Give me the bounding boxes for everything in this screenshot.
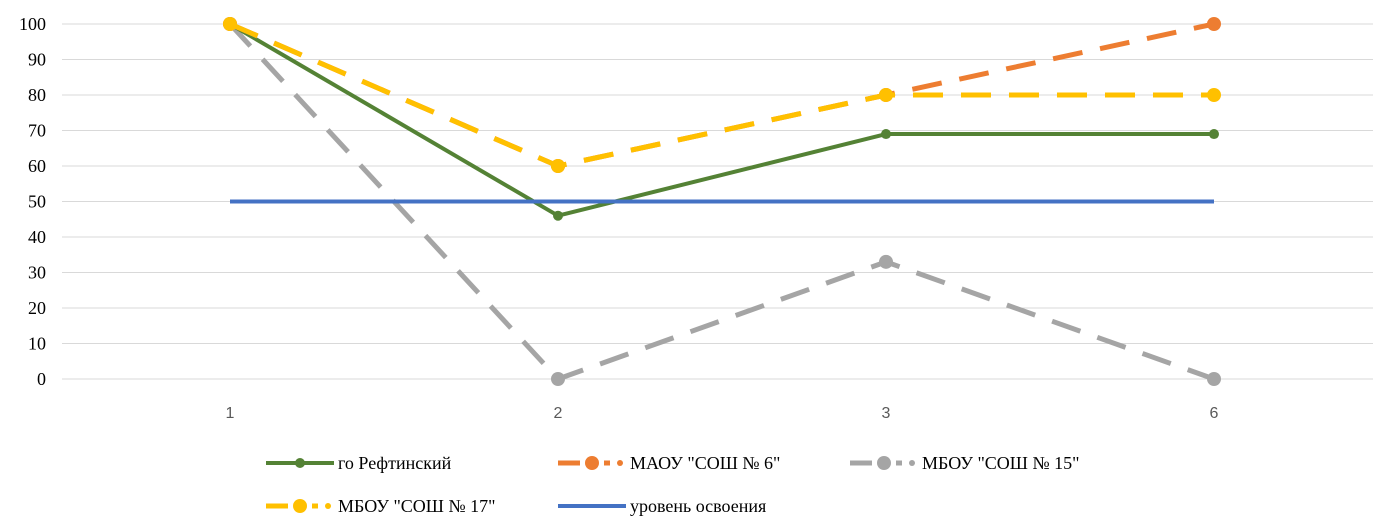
data-point [879,254,893,269]
legend-label: го Рефтинский [338,453,452,473]
y-tick-label: 80 [28,85,46,105]
series-line [228,22,1214,218]
data-point [1207,372,1221,386]
data-point [881,129,891,140]
y-tick-label: 70 [28,121,46,141]
legend-label: МБОУ "СОШ № 17" [338,496,495,516]
x-tick-label: 1 [226,405,235,422]
data-point [223,17,237,31]
legend-label: уровень освоения [630,496,766,516]
legend-marker [295,458,305,468]
legend-label: МАОУ "СОШ № 6" [630,453,780,473]
legend-marker [585,456,599,470]
y-axis: 0 10 20 30 40 50 60 70 80 90 100 [19,14,46,389]
y-tick-label: 90 [28,50,46,70]
y-tick-label: 100 [19,14,46,34]
legend-entry: МБОУ "СОШ № 17" [266,496,495,516]
legend: го Рефтинский МАОУ "СОШ № 6" МБОУ "СОШ № 1… [266,453,1079,516]
legend-marker [909,460,915,466]
legend-marker [877,456,891,470]
y-tick-label: 40 [28,227,46,247]
x-tick-label: 6 [1210,405,1219,422]
legend-label: МБОУ "СОШ № 15" [922,453,1079,473]
series-4 [223,17,1221,173]
series-1 [225,19,1219,221]
data-point [553,210,563,221]
x-tick-label: 3 [882,405,891,422]
y-tick-label: 20 [28,298,46,318]
legend-marker [617,460,623,466]
data-point [1207,17,1221,31]
data-point [551,159,565,173]
legend-entry: МАОУ "СОШ № 6" [558,453,780,473]
legend-entry: уровень освоения [558,496,766,516]
legend-entry: го Рефтинский [266,453,452,473]
y-tick-label: 60 [28,156,46,176]
data-point [1209,129,1219,140]
legend-marker [293,499,307,513]
x-axis: 1 2 3 6 [226,405,1219,422]
legend-entry: МБОУ "СОШ № 15" [850,453,1079,473]
y-tick-label: 30 [28,263,46,283]
series-layer [223,17,1221,386]
y-tick-label: 10 [28,334,46,354]
data-point [879,88,893,102]
x-tick-label: 2 [554,405,563,422]
legend-marker [325,503,331,509]
y-tick-label: 0 [37,369,46,389]
data-point [1207,88,1221,102]
y-tick-label: 50 [28,192,46,212]
data-point [551,372,565,386]
